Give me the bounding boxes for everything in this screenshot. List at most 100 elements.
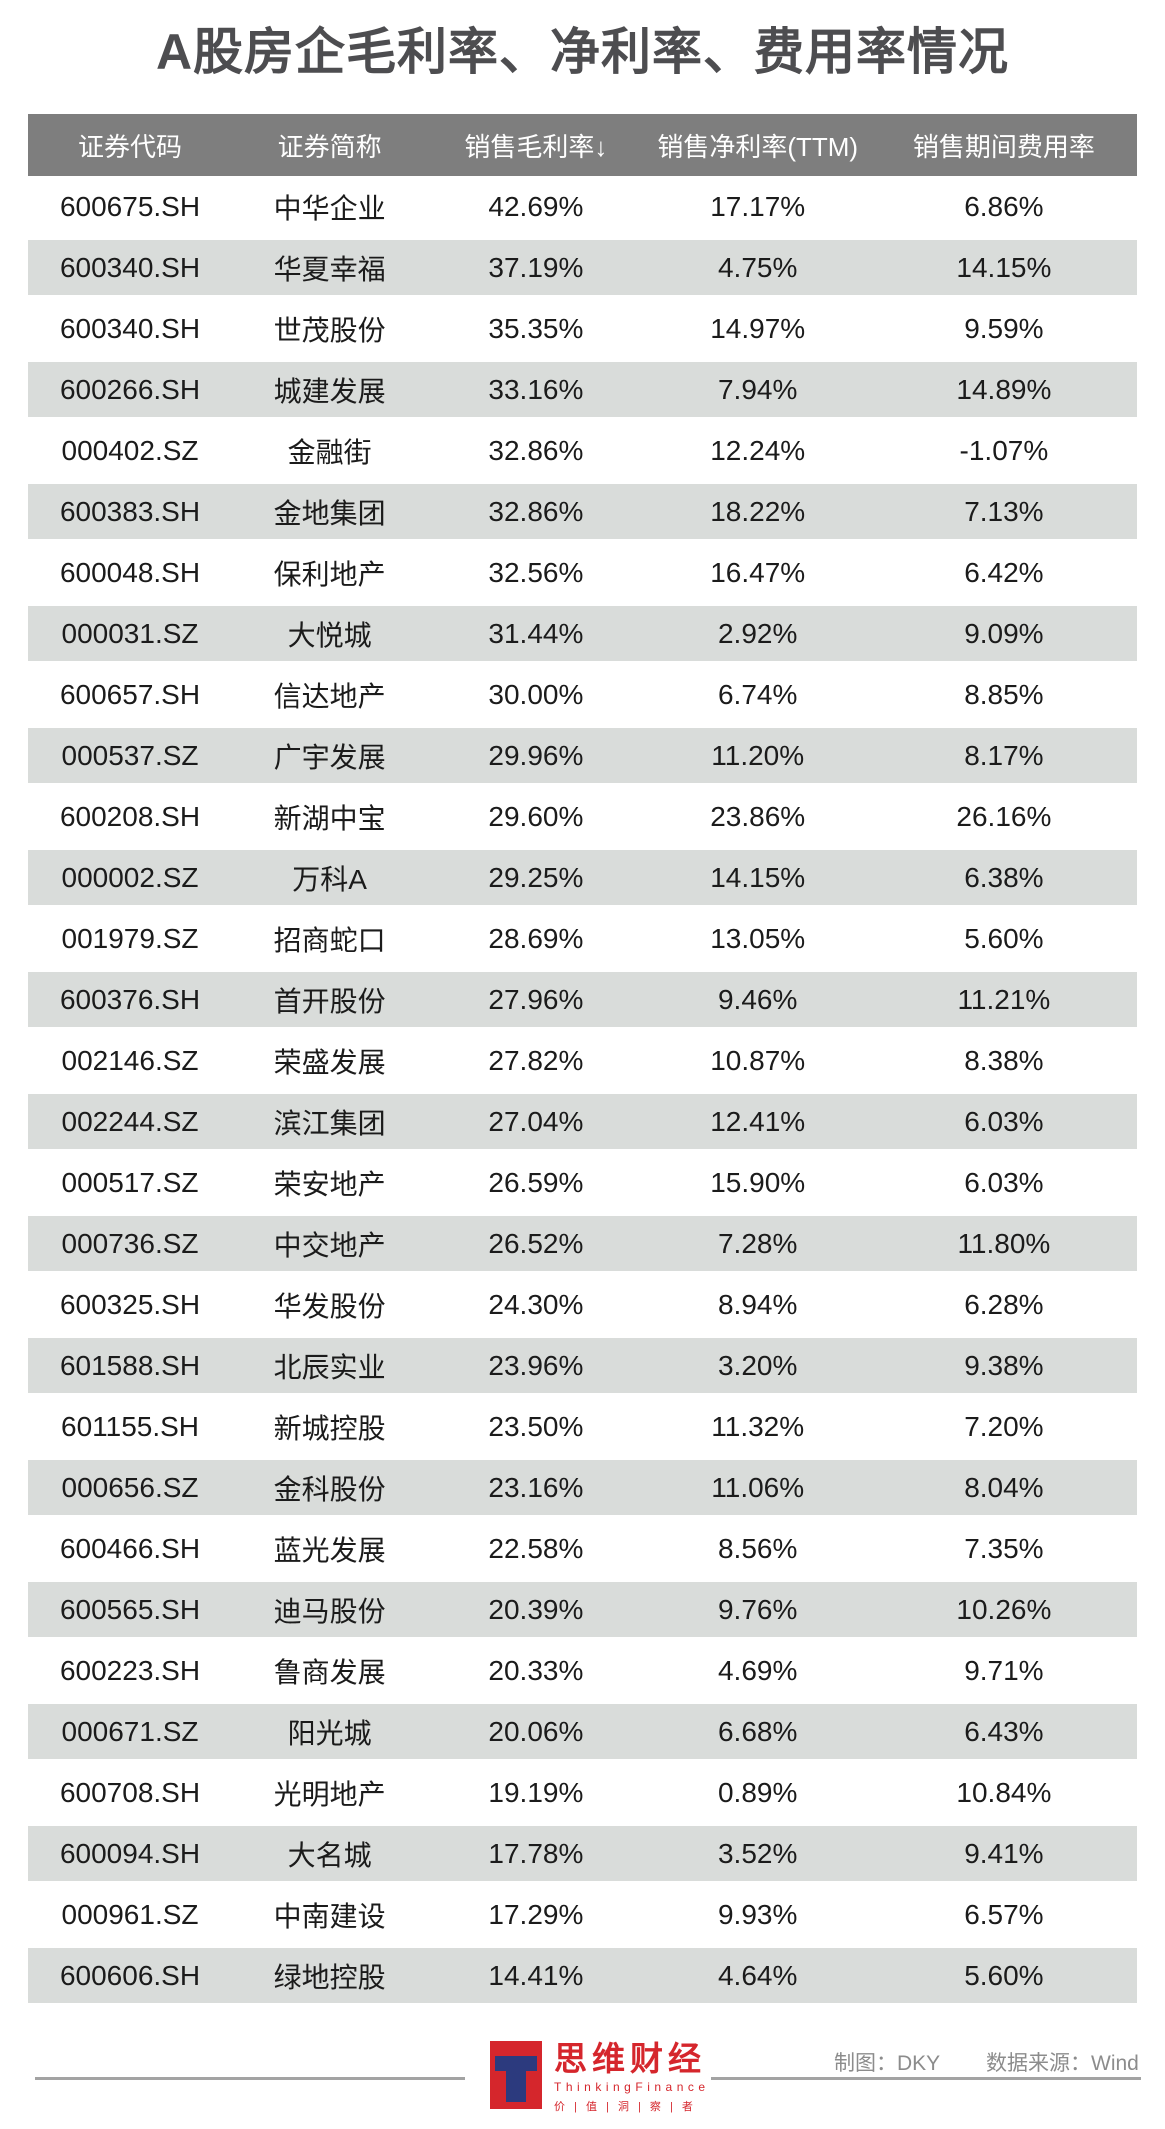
table-row: 600325.SH 华发股份 24.30% 8.94% 6.28% <box>28 1274 1137 1335</box>
expense-ratio-cell: 14.15% <box>956 251 1052 283</box>
security-name-cell: 华夏幸福 <box>273 253 386 285</box>
expense-ratio-cell: 8.17% <box>964 739 1044 771</box>
net-margin-cell: 9.46% <box>717 983 798 1015</box>
gross-margin-cell: 27.96% <box>488 983 584 1015</box>
gross-margin-cell: 23.16% <box>488 1471 584 1503</box>
expense-ratio-cell: 5.60% <box>964 1959 1044 1991</box>
security-code-cell: 600708.SH <box>59 1776 201 1808</box>
net-margin-cell: 3.20% <box>717 1349 798 1381</box>
security-name-cell: 金地集团 <box>273 497 386 529</box>
table-row: 600094.SH 大名城 17.78% 3.52% 9.41% <box>28 1823 1137 1884</box>
security-code-cell: 600340.SH <box>59 312 201 344</box>
security-code-cell: 000537.SZ <box>61 739 199 771</box>
gross-margin-cell: 35.35% <box>488 312 584 344</box>
net-margin-cell: 15.90% <box>710 1166 806 1198</box>
gross-margin-cell: 31.44% <box>488 617 584 649</box>
security-code-cell: 000002.SZ <box>61 861 199 893</box>
table-header-row: 证券代码 证券简称 销售毛利率↓ 销售净利率(TTM) 销售期间费用率 <box>28 114 1137 176</box>
security-code-cell: 600094.SH <box>59 1837 201 1869</box>
gross-margin-cell: 20.06% <box>488 1715 584 1747</box>
gross-margin-cell: 37.19% <box>488 251 584 283</box>
expense-ratio-cell: 10.26% <box>956 1593 1052 1625</box>
net-margin-cell: 17.17% <box>710 190 806 222</box>
table-row: 000961.SZ 中南建设 17.29% 9.93% 6.57% <box>28 1884 1137 1945</box>
table-body: 600675.SH 中华企业 42.69% 17.17% 6.86% 60034… <box>28 176 1137 2006</box>
expense-ratio-cell: 7.35% <box>964 1532 1044 1564</box>
security-name-cell: 绿地控股 <box>273 1961 386 1993</box>
security-code-cell: 600048.SH <box>59 556 201 588</box>
security-code-cell: 601155.SH <box>61 1410 200 1442</box>
table-row: 600048.SH 保利地产 32.56% 16.47% 6.42% <box>28 542 1137 603</box>
chart-credit: 制图：DKY <box>834 2052 941 2075</box>
gross-margin-cell: 19.19% <box>488 1776 584 1808</box>
logo-name-cn: 思维财经 <box>554 2040 706 2077</box>
gross-margin-cell: 32.86% <box>488 434 584 466</box>
net-margin-cell: 4.69% <box>717 1654 798 1686</box>
data-table: 证券代码 证券简称 销售毛利率↓ 销售净利率(TTM) 销售期间费用率 6006… <box>28 114 1137 2006</box>
table-row: 000002.SZ 万科A 29.25% 14.15% 6.38% <box>28 847 1137 908</box>
net-margin-cell: 4.75% <box>717 251 798 283</box>
security-name-cell: 信达地产 <box>273 680 386 712</box>
expense-ratio-cell: 7.20% <box>964 1410 1044 1442</box>
table-row: 000537.SZ 广宇发展 29.96% 11.20% 8.17% <box>28 725 1137 786</box>
net-margin-cell: 16.47% <box>710 556 806 588</box>
security-code-cell: 002146.SZ <box>61 1044 199 1076</box>
net-margin-cell: 12.24% <box>710 434 806 466</box>
gross-margin-cell: 17.78% <box>488 1837 584 1869</box>
expense-ratio-cell: 6.42% <box>964 556 1044 588</box>
table-row: 000402.SZ 金融街 32.86% 12.24% -1.07% <box>28 420 1137 481</box>
security-code-cell: 000656.SZ <box>61 1471 199 1503</box>
net-margin-cell: 12.41% <box>710 1105 806 1137</box>
security-code-cell: 600466.SH <box>59 1532 201 1564</box>
table-row: 600708.SH 光明地产 19.19% 0.89% 10.84% <box>28 1762 1137 1823</box>
security-name-cell: 迪马股份 <box>273 1595 386 1627</box>
header-gross-margin-sorted: 销售毛利率↓ <box>464 131 608 162</box>
security-name-cell: 新城控股 <box>273 1412 386 1444</box>
gross-margin-cell: 30.00% <box>488 678 584 710</box>
net-margin-cell: 0.89% <box>717 1776 798 1808</box>
security-name-cell: 广宇发展 <box>273 741 386 773</box>
gross-margin-cell: 27.04% <box>488 1105 584 1137</box>
security-name-cell: 万科A <box>292 863 367 895</box>
table-row: 000517.SZ 荣安地产 26.59% 15.90% 6.03% <box>28 1152 1137 1213</box>
gross-margin-cell: 32.56% <box>488 556 584 588</box>
expense-ratio-cell: 6.03% <box>964 1105 1044 1137</box>
header-security-code: 证券代码 <box>78 131 183 162</box>
gross-margin-cell: 20.39% <box>488 1593 584 1625</box>
gross-margin-cell: 26.52% <box>488 1227 584 1259</box>
gross-margin-cell: 28.69% <box>488 922 584 954</box>
gross-margin-cell: 22.58% <box>488 1532 584 1564</box>
gross-margin-cell: 20.33% <box>488 1654 584 1686</box>
gross-margin-cell: 42.69% <box>488 190 584 222</box>
table-row: 600606.SH 绿地控股 14.41% 4.64% 5.60% <box>28 1945 1137 2006</box>
security-name-cell: 中南建设 <box>273 1900 386 1932</box>
net-margin-cell: 8.56% <box>717 1532 798 1564</box>
footer-divider-right <box>711 2077 1141 2080</box>
security-code-cell: 600606.SH <box>59 1959 201 1991</box>
net-margin-cell: 8.94% <box>717 1288 798 1320</box>
expense-ratio-cell: 10.84% <box>956 1776 1052 1808</box>
gross-margin-cell: 26.59% <box>488 1166 584 1198</box>
table-row: 600565.SH 迪马股份 20.39% 9.76% 10.26% <box>28 1579 1137 1640</box>
table-row: 600675.SH 中华企业 42.69% 17.17% 6.86% <box>28 176 1137 237</box>
security-name-cell: 蓝光发展 <box>273 1534 386 1566</box>
net-margin-cell: 2.92% <box>717 617 798 649</box>
table-row: 002244.SZ 滨江集团 27.04% 12.41% 6.03% <box>28 1091 1137 1152</box>
gross-margin-cell: 33.16% <box>488 373 584 405</box>
net-margin-cell: 6.68% <box>717 1715 798 1747</box>
security-name-cell: 荣盛发展 <box>273 1046 386 1078</box>
gross-margin-cell: 17.29% <box>488 1898 584 1930</box>
expense-ratio-cell: 6.57% <box>964 1898 1044 1930</box>
expense-ratio-cell: 9.71% <box>964 1654 1044 1686</box>
net-margin-cell: 11.32% <box>711 1410 805 1442</box>
security-code-cell: 600266.SH <box>59 373 201 405</box>
security-name-cell: 保利地产 <box>273 558 386 590</box>
expense-ratio-cell: 9.09% <box>964 617 1044 649</box>
gross-margin-cell: 24.30% <box>488 1288 584 1320</box>
net-margin-cell: 9.76% <box>717 1593 798 1625</box>
table-row: 600383.SH 金地集团 32.86% 18.22% 7.13% <box>28 481 1137 542</box>
gross-margin-cell: 27.82% <box>488 1044 584 1076</box>
security-code-cell: 600657.SH <box>59 678 201 710</box>
security-code-cell: 600340.SH <box>59 251 201 283</box>
security-name-cell: 金科股份 <box>273 1473 386 1505</box>
